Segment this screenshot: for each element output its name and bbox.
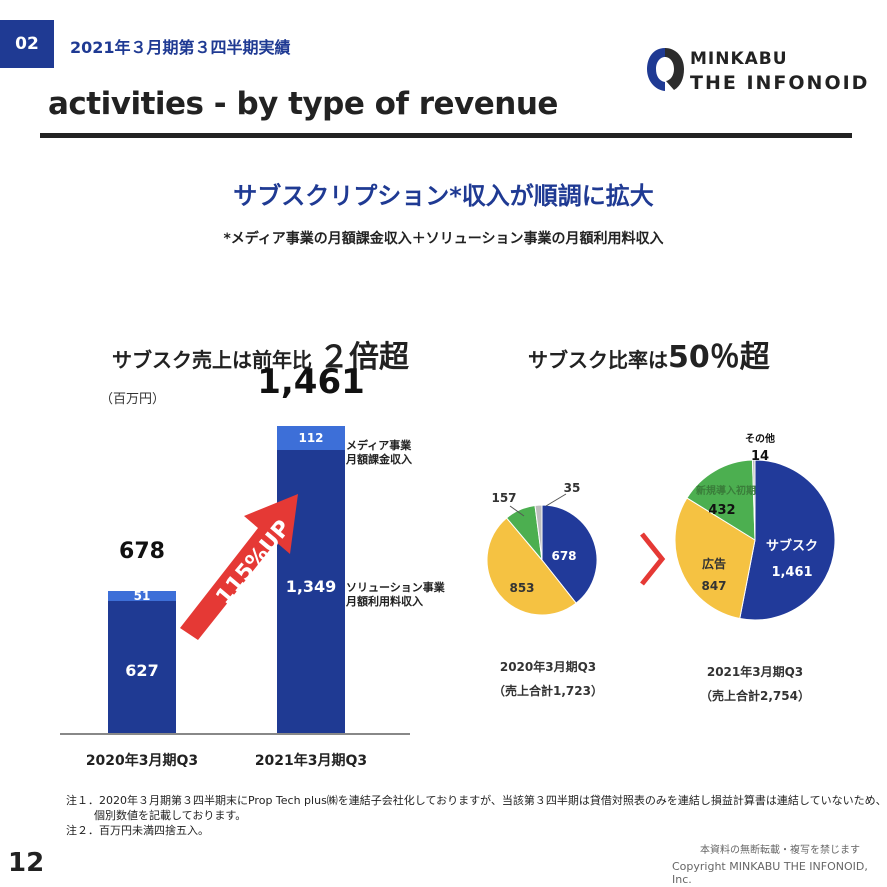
footnotes: 注１．2020年３月期第３四半期末にProp Tech plus㈱を連結子会社化… xyxy=(66,793,887,838)
pie1-slice-3 xyxy=(534,504,543,561)
bar-panel-title-prefix: サブスク売上は前年比 xyxy=(112,348,312,372)
pie2-label-other: 14 xyxy=(751,449,769,464)
pie2-slice-2 xyxy=(686,459,756,541)
bar-media-value-1: 112 xyxy=(298,430,324,445)
bar-category-0: 2020年3月期Q3 xyxy=(85,753,199,769)
pie1-leader-new xyxy=(509,505,525,517)
pie2-name-other: その他 xyxy=(745,432,775,445)
section-number-badge: 02 xyxy=(0,20,54,68)
section-title: 2021年３月期第３四半期実績 xyxy=(70,38,291,57)
growth-arrow: 115%UP xyxy=(180,494,298,640)
bar-media-0 xyxy=(108,590,176,602)
pie2-caption-total: （売上合計2,754） xyxy=(700,689,810,703)
growth-label: 115%UP xyxy=(211,516,296,610)
page-number: 12 xyxy=(8,848,45,878)
pie2-label-sub: 1,461 xyxy=(771,565,812,580)
headline: サブスクリプション*収入が順調に拡大 xyxy=(233,182,654,210)
footnote-2: 注２．百万円未満四捨五入。 xyxy=(66,824,209,837)
pie-chart-2020: 678 853 157 35 xyxy=(486,481,598,616)
chevron-right-icon xyxy=(640,532,666,586)
pie1-caption: 2020年3月期Q3 （売上合計1,723） xyxy=(488,655,608,703)
legend-media-line2: 月額課金収入 xyxy=(346,453,412,466)
copyright: Copyright MINKABU THE INFONOID, Inc. xyxy=(672,860,868,886)
bar-category-1: 2021年3月期Q3 xyxy=(254,753,368,769)
logo-text-line2: THE INFONOID xyxy=(690,72,870,94)
pie-panel-title-emphasis: 50％超 xyxy=(668,340,770,375)
bar-solution-0 xyxy=(108,601,176,733)
pie1-slice-0 xyxy=(541,504,598,604)
footnote-1: 注１．2020年３月期第３四半期末にProp Tech plus㈱を連結子会社化… xyxy=(66,794,887,807)
pie1-caption-total: （売上合計1,723） xyxy=(493,684,603,698)
page-title: activities - by type of revenue xyxy=(48,86,558,122)
pie1-slice-1 xyxy=(486,517,577,616)
logo-text-line1: MINKABU xyxy=(690,49,788,69)
title-divider xyxy=(40,133,852,138)
pie1-label-new: 157 xyxy=(491,491,516,505)
pie1-label-ad: 853 xyxy=(509,581,534,595)
pie1-caption-period: 2020年3月期Q3 xyxy=(499,660,597,674)
bar-media-value-0: 51 xyxy=(133,588,151,603)
pie2-name-ad: 広告 xyxy=(702,556,726,571)
bar-panel-title: サブスク売上は前年比 ２倍超 xyxy=(112,332,409,376)
pie2-slice-3 xyxy=(751,459,756,541)
pie2-caption: 2021年3月期Q3 （売上合計2,754） xyxy=(690,660,820,708)
pie1-leader-other xyxy=(545,493,567,507)
disclaimer: 本資料の無断転載・複写を禁じます xyxy=(700,845,860,856)
legend-solution-line1: ソリューション事業 xyxy=(346,581,445,594)
bar-solution-value-0: 627 xyxy=(125,660,159,680)
pie2-label-ad: 847 xyxy=(701,579,726,593)
pie1-label-other: 35 xyxy=(564,481,581,495)
pie-chart-2021: サブスク 1,461 広告 847 新規導入初期 432 その他 14 xyxy=(674,432,836,621)
legend-media: メディア事業 月額課金収入 xyxy=(346,439,412,467)
bar-panel-title-emphasis: ２倍超 xyxy=(318,340,409,375)
legend-media-line1: メディア事業 xyxy=(346,439,412,452)
pie2-slice-0 xyxy=(739,459,836,621)
pie1-label-sub: 678 xyxy=(551,549,576,563)
pie2-caption-period: 2021年3月期Q3 xyxy=(706,665,804,679)
pie2-name-new: 新規導入初期 xyxy=(696,484,756,497)
bar-baseline xyxy=(60,733,410,735)
subheadline: *メディア事業の月額課金収入＋ソリューション事業の月額利用料収入 xyxy=(223,231,664,247)
pie-panel-title-prefix: サブスク比率は xyxy=(528,348,668,372)
bar-unit-label: （百万円） xyxy=(100,392,166,407)
pie2-name-sub: サブスク xyxy=(766,538,818,554)
legend-solution-line2: 月額利用料収入 xyxy=(346,595,423,608)
pie2-label-new: 432 xyxy=(708,503,735,518)
bar-media-1 xyxy=(277,426,345,450)
pie-panel-title: サブスク比率は50％超 xyxy=(528,332,770,376)
footnote-1-continued: 個別数値を記載しております。 xyxy=(94,809,247,822)
legend-solution: ソリューション事業 月額利用料収入 xyxy=(346,581,445,609)
company-logo-icon xyxy=(647,48,684,91)
